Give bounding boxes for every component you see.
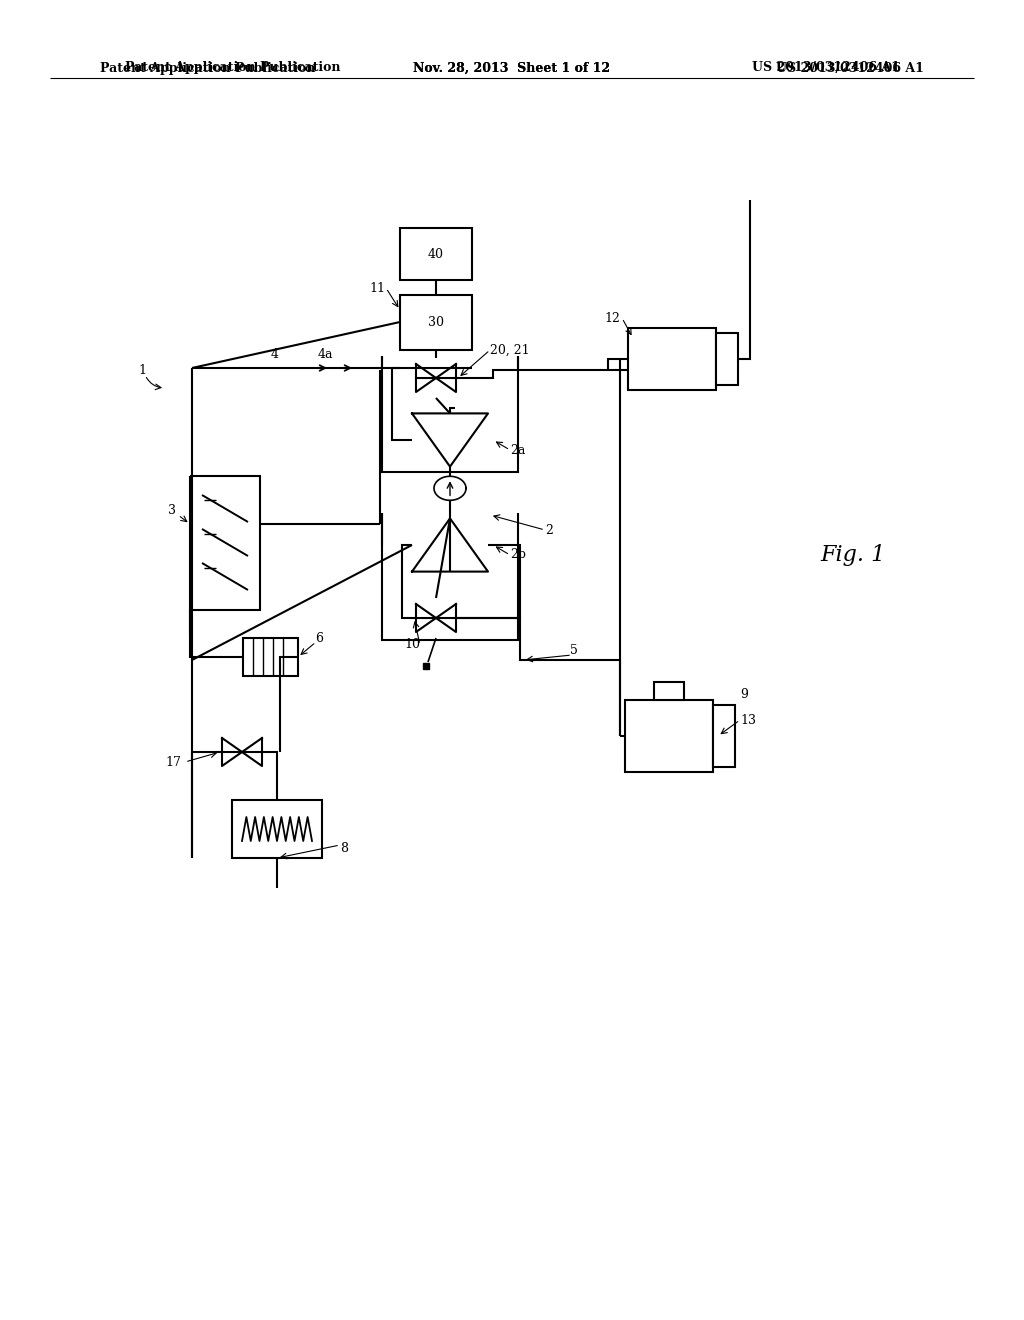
- Text: 5: 5: [570, 644, 578, 656]
- Bar: [628, 327, 716, 389]
- Text: 40: 40: [428, 248, 444, 260]
- Text: 2b: 2b: [510, 549, 526, 561]
- Text: Patent Application Publication: Patent Application Publication: [100, 62, 315, 75]
- Bar: [400, 294, 472, 350]
- Text: 11: 11: [369, 281, 385, 294]
- Text: US 2013/0312406 A1: US 2013/0312406 A1: [776, 62, 924, 75]
- Text: 9: 9: [740, 689, 748, 701]
- Text: 10: 10: [404, 639, 420, 652]
- Bar: [232, 800, 322, 858]
- Text: 8: 8: [340, 842, 348, 854]
- Text: 2: 2: [545, 524, 553, 536]
- Text: 20, 21: 20, 21: [490, 343, 529, 356]
- Bar: [625, 700, 713, 772]
- Text: US 2013/0312406 A1: US 2013/0312406 A1: [752, 62, 900, 74]
- Text: Nov. 28, 2013  Sheet 1 of 12: Nov. 28, 2013 Sheet 1 of 12: [414, 62, 610, 74]
- Bar: [716, 333, 738, 385]
- Bar: [713, 705, 735, 767]
- Text: 17: 17: [165, 755, 181, 768]
- Bar: [400, 228, 472, 280]
- Text: 2a: 2a: [510, 444, 525, 457]
- Text: 13: 13: [740, 714, 756, 726]
- Text: 6: 6: [315, 631, 323, 644]
- Bar: [654, 682, 684, 700]
- Text: 30: 30: [428, 315, 444, 329]
- Text: Fig. 1: Fig. 1: [820, 544, 886, 566]
- Text: 4: 4: [271, 348, 279, 362]
- Text: 1: 1: [138, 363, 146, 376]
- Text: 12: 12: [604, 312, 620, 325]
- Bar: [243, 638, 298, 676]
- Text: 3: 3: [168, 503, 176, 516]
- Text: Nov. 28, 2013  Sheet 1 of 12: Nov. 28, 2013 Sheet 1 of 12: [414, 62, 610, 75]
- Text: Patent Application Publication: Patent Application Publication: [125, 62, 341, 74]
- Text: 4a: 4a: [317, 348, 333, 362]
